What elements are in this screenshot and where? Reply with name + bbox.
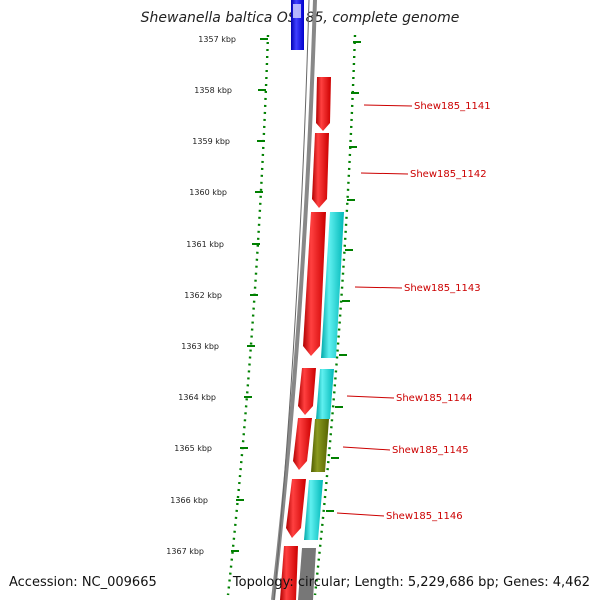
gene-feature <box>298 368 316 415</box>
scale-dotted-line-right <box>313 34 357 596</box>
gene-label[interactable]: Shew185_1142 <box>410 169 487 180</box>
cds-feature <box>321 212 344 358</box>
scale-tick-label: 1363 kbp <box>181 342 219 351</box>
scale-tick-label: 1360 kbp <box>189 188 227 197</box>
gene-feature <box>293 418 312 470</box>
scale-tick-label: 1366 kbp <box>170 496 208 505</box>
gene-feature <box>286 479 306 538</box>
gene-label[interactable]: Shew185_1141 <box>414 101 491 112</box>
gene-feature <box>280 546 298 600</box>
gene-feature <box>316 77 331 131</box>
gene-label-leader <box>360 172 409 175</box>
gene-feature <box>303 212 326 356</box>
scale-dotted-line-left <box>226 34 270 596</box>
gene-label-leader <box>336 512 385 517</box>
gene-label-leader <box>354 286 403 289</box>
gene-feature <box>312 133 329 208</box>
gene-label[interactable]: Shew185_1143 <box>404 283 481 294</box>
gene-label-leader <box>346 395 395 399</box>
genome-summary-text: Topology: circular; Length: 5,229,686 bp… <box>232 575 590 590</box>
scale-tick-label: 1365 kbp <box>174 444 212 453</box>
scale-tick-label: 1359 kbp <box>192 137 230 146</box>
gene-label-leader <box>342 446 391 451</box>
gene-label-leader <box>363 104 413 107</box>
cds-feature <box>304 480 323 540</box>
scale-tick-label: 1358 kbp <box>194 86 232 95</box>
scale-tick-label: 1364 kbp <box>178 393 216 402</box>
scale-tick-label: 1357 kbp <box>198 35 236 44</box>
backbone-outer <box>271 0 317 600</box>
scale-tick-label: 1361 kbp <box>186 240 224 249</box>
feature-blue <box>291 0 304 50</box>
backbone-inner <box>273 0 310 600</box>
cds-feature <box>298 548 316 600</box>
accession-text: Accession: NC_009665 <box>9 575 157 590</box>
gene-label[interactable]: Shew185_1144 <box>396 393 473 404</box>
gene-label[interactable]: Shew185_1146 <box>386 511 463 522</box>
scale-tick-label: 1362 kbp <box>184 291 222 300</box>
misc-feature <box>311 419 329 472</box>
gene-label[interactable]: Shew185_1145 <box>392 445 469 456</box>
cds-feature <box>316 369 334 419</box>
scale-tick-label: 1367 kbp <box>166 547 204 556</box>
